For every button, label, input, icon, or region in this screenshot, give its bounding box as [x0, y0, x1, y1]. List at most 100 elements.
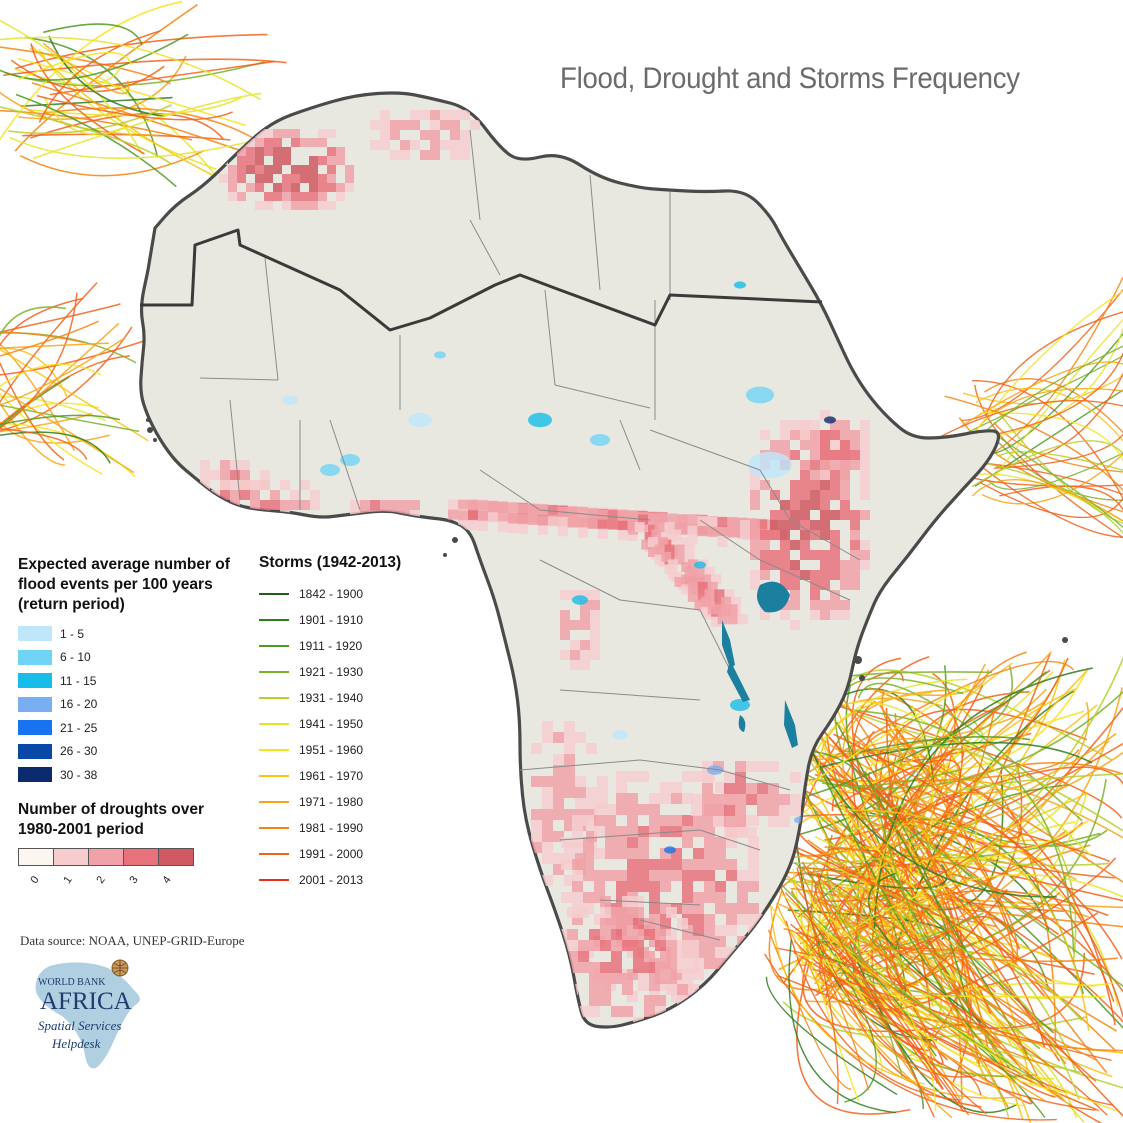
drought-cell: [616, 793, 627, 804]
drought-cell: [664, 532, 675, 543]
storm-track-line: [808, 894, 1024, 1107]
drought-cell: [282, 129, 291, 138]
drought-cell: [768, 816, 779, 827]
drought-cell: [697, 526, 708, 537]
storm-track-line: [0, 0, 183, 141]
drought-cell: [572, 837, 583, 848]
drought-cell: [560, 630, 570, 640]
drought-cell: [590, 640, 600, 650]
drought-cell: [309, 201, 318, 210]
drought-cell: [246, 138, 255, 147]
drought-cell: [450, 140, 460, 150]
drought-cell: [717, 604, 728, 615]
drought-cell: [300, 138, 309, 147]
storm-track-line: [0, 282, 98, 404]
island: [1062, 637, 1068, 643]
island: [146, 418, 150, 422]
drought-cell: [627, 815, 638, 826]
flood-area: [282, 395, 298, 405]
drought-cell: [477, 510, 488, 521]
drought-cell: [282, 192, 291, 201]
drought-cell: [860, 440, 870, 450]
drought-cell: [578, 907, 589, 918]
drought-cell: [570, 660, 580, 670]
drought-cell: [810, 530, 820, 540]
drought-cell: [657, 513, 668, 524]
drought-cell: [228, 183, 237, 192]
drought-cell: [570, 620, 580, 630]
storm-track-line: [987, 428, 1123, 529]
drought-cell: [671, 815, 682, 826]
country-border: [649, 429, 761, 471]
drought-cell: [780, 440, 790, 450]
drought-cell: [255, 129, 264, 138]
drought-cell: [850, 520, 860, 530]
flood-area: [746, 386, 774, 404]
drought-cell: [704, 859, 715, 870]
drought-cell: [250, 500, 260, 510]
drought-cell: [309, 138, 318, 147]
drought-legend-swatch: [123, 848, 159, 866]
drought-cell: [666, 907, 677, 918]
drought-cell: [273, 147, 282, 156]
drought-cell: [682, 925, 693, 936]
drought-cell: [597, 528, 608, 539]
storm-track-line: [887, 731, 1117, 795]
drought-cell: [360, 500, 370, 510]
drought-cell: [644, 962, 655, 973]
drought-cell: [727, 604, 738, 615]
drought-cell: [735, 761, 746, 772]
drought-cell: [531, 743, 542, 754]
drought-cell: [594, 815, 605, 826]
drought-cell: [627, 804, 638, 815]
drought-cell: [701, 574, 712, 585]
storm-track-line: [797, 704, 1098, 941]
drought-cell: [649, 804, 660, 815]
drought-cell: [726, 837, 737, 848]
drought-cell: [458, 499, 468, 510]
storm-track-line: [0, 342, 109, 349]
drought-cell: [779, 794, 790, 805]
drought-cell: [820, 430, 830, 440]
drought-cell: [578, 951, 589, 962]
drought-cell: [410, 110, 420, 120]
drought-cell: [597, 776, 608, 787]
drought-cell: [628, 524, 638, 535]
drought-cell: [578, 962, 589, 973]
drought-cell: [657, 537, 668, 548]
drought-cell: [702, 794, 713, 805]
drought-cell: [228, 174, 237, 183]
storm-track-line: [824, 846, 990, 1053]
drought-cell: [564, 721, 575, 732]
drought-cell: [714, 589, 725, 600]
drought-cell: [575, 776, 586, 787]
flood-area: [320, 464, 340, 476]
drought-cell: [820, 520, 830, 530]
drought-cell: [737, 881, 748, 892]
drought-cell: [768, 761, 779, 772]
country-border: [619, 419, 641, 471]
flood-legend-swatch: [18, 673, 52, 689]
flood-legend-row: 30 - 38: [18, 763, 97, 787]
drought-cell: [810, 470, 820, 480]
drought-cell: [671, 859, 682, 870]
drought-cell: [390, 500, 400, 510]
drought-cell: [450, 130, 460, 140]
drought-cell: [633, 929, 644, 940]
drought-cell: [350, 500, 360, 510]
storm-track-line: [14, 3, 198, 152]
drought-cell: [790, 590, 800, 600]
drought-cell: [309, 192, 318, 201]
storm-legend-row: 1911 - 1920: [259, 633, 363, 659]
drought-cell: [605, 848, 616, 859]
drought-cell: [487, 512, 498, 523]
storm-track-line: [807, 750, 971, 1013]
drought-cell: [583, 870, 594, 881]
drought-cell: [605, 804, 616, 815]
drought-cell: [282, 201, 291, 210]
storm-legend-label: 1941 - 1950: [299, 717, 364, 731]
drought-cell: [564, 754, 575, 765]
drought-cell: [681, 584, 692, 595]
storm-track-line: [854, 669, 1051, 980]
storm-track-line: [999, 485, 1123, 512]
